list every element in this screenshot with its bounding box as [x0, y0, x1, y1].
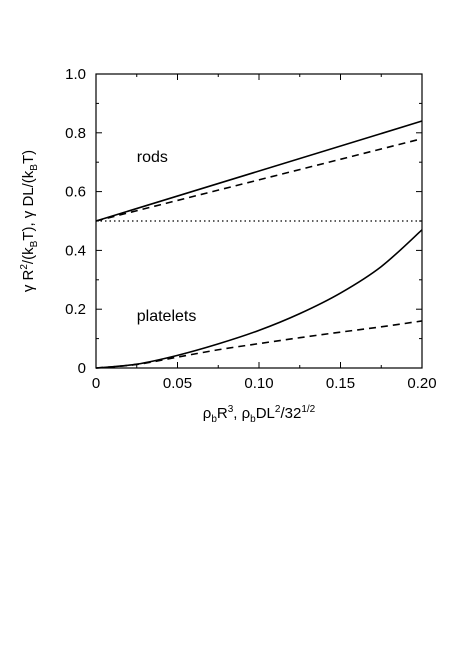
y-tick-label: 1.0 — [65, 66, 86, 83]
series-group — [95, 120, 423, 369]
axis-title-part: B — [29, 240, 40, 247]
axis-title-part: b — [211, 414, 217, 425]
series-line-1 — [95, 120, 423, 222]
axis-title-part: DL — [256, 405, 275, 422]
axis-title-part: b — [250, 414, 256, 425]
axis-title-part: 1/2 — [301, 404, 315, 415]
y-tick-label: 0.2 — [65, 301, 86, 318]
series-line-2 — [95, 137, 423, 222]
axis-title-part: , ρ — [233, 405, 250, 422]
x-tick-label: 0.15 — [326, 375, 355, 392]
series-line-5 — [95, 320, 423, 369]
annotations: rods platelets — [137, 149, 197, 325]
axis-title-part: B — [29, 164, 40, 171]
x-tick-label: 0.20 — [407, 375, 436, 392]
x-tick-label: 0.05 — [163, 375, 192, 392]
y-tick-label: 0.8 — [65, 125, 86, 142]
axis-ticks — [95, 73, 423, 369]
axis-title-part: R — [217, 405, 228, 422]
axis-title-part: /32 — [280, 405, 301, 422]
axis-title-part: 3 — [228, 404, 234, 415]
axis-title-part: T) — [20, 150, 37, 164]
y-axis-title: γ R2/(kBT), γ DL/(kBT) — [19, 150, 40, 292]
x-tick-label: 0 — [92, 375, 100, 392]
annotation-platelets: platelets — [137, 308, 197, 325]
axis-title-part: 2 — [19, 264, 30, 270]
axis-title-part: /(k — [20, 247, 37, 264]
annotation-rods: rods — [137, 149, 168, 166]
y-tick-label: 0.6 — [65, 184, 86, 201]
y-tick-label: 0.4 — [65, 242, 86, 259]
series-line-4 — [95, 229, 423, 369]
tick-labels: 0 0.05 0.10 0.15 0.20 0 0.2 0.4 0.6 0.8 1.0 — [65, 66, 436, 392]
axis-title-part: T), γ DL/(k — [20, 170, 37, 240]
axis-title-part: ρ — [203, 405, 212, 422]
y-tick-label: 0 — [78, 360, 86, 377]
axis-title-part: 2 — [275, 404, 281, 415]
axis-title-part: γ R — [20, 269, 37, 292]
x-tick-label: 0.10 — [244, 375, 273, 392]
x-axis-title: ρbR3, ρbDL2/321/2 — [203, 404, 316, 425]
